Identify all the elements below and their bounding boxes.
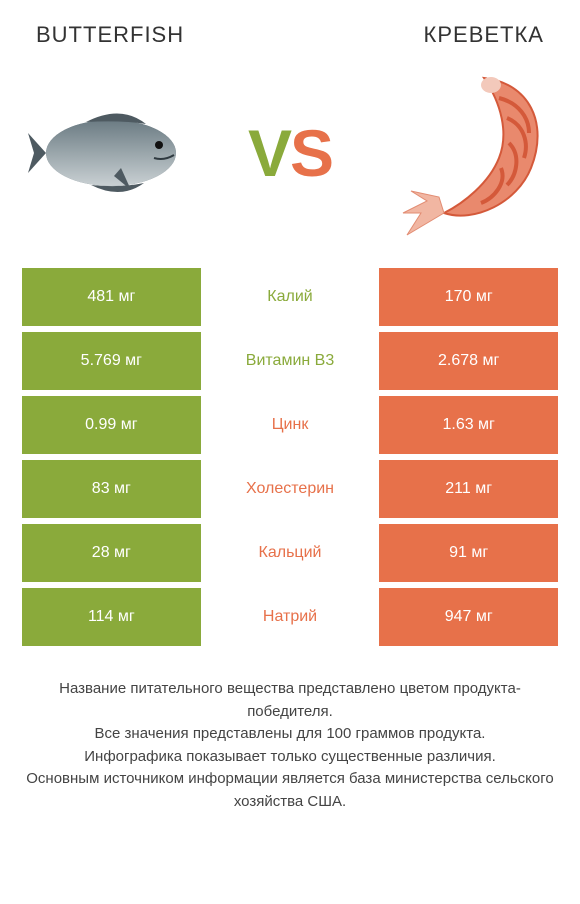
nutrient-name-cell: Витамин B3 bbox=[201, 332, 380, 390]
header-row: BUTTERFISH КРЕВЕТКА bbox=[0, 0, 580, 58]
left-value-cell: 481 мг bbox=[22, 268, 201, 326]
fish-icon bbox=[26, 98, 196, 208]
left-product-title: BUTTERFISH bbox=[36, 22, 184, 48]
nutrient-name-cell: Холестерин bbox=[201, 460, 380, 518]
right-value-cell: 170 мг bbox=[379, 268, 558, 326]
right-value-cell: 91 мг bbox=[379, 524, 558, 582]
right-value-cell: 947 мг bbox=[379, 588, 558, 646]
footnote-block: Название питательного вещества представл… bbox=[0, 646, 580, 813]
nutrient-name-cell: Калий bbox=[201, 268, 380, 326]
footnote-line-1: Название питательного вещества представл… bbox=[24, 678, 556, 723]
right-value-cell: 1.63 мг bbox=[379, 396, 558, 454]
left-value-cell: 83 мг bbox=[22, 460, 201, 518]
vs-row: V S bbox=[0, 58, 580, 268]
footnote-line-2: Все значения представлены для 100 граммо… bbox=[24, 723, 556, 746]
nutrient-name-cell: Цинк bbox=[201, 396, 380, 454]
vs-v: V bbox=[248, 115, 290, 191]
vs-s: S bbox=[290, 115, 332, 191]
shrimp-image bbox=[384, 68, 554, 238]
table-row: 83 мгХолестерин211 мг bbox=[22, 460, 558, 518]
nutrient-name-cell: Натрий bbox=[201, 588, 380, 646]
table-row: 5.769 мгВитамин B32.678 мг bbox=[22, 332, 558, 390]
left-value-cell: 114 мг bbox=[22, 588, 201, 646]
left-value-cell: 28 мг bbox=[22, 524, 201, 582]
table-row: 0.99 мгЦинк1.63 мг bbox=[22, 396, 558, 454]
infographic-root: BUTTERFISH КРЕВЕТКА bbox=[0, 0, 580, 904]
right-product-title: КРЕВЕТКА bbox=[424, 22, 544, 48]
table-row: 481 мгКалий170 мг bbox=[22, 268, 558, 326]
table-row: 114 мгНатрий947 мг bbox=[22, 588, 558, 646]
right-value-cell: 211 мг bbox=[379, 460, 558, 518]
footnote-line-3: Инфографика показывает только существенн… bbox=[24, 746, 556, 769]
nutrient-table: 481 мгКалий170 мг 5.769 мгВитамин B32.678… bbox=[0, 268, 580, 646]
left-value-cell: 0.99 мг bbox=[22, 396, 201, 454]
footnote-line-4: Основным источником информации является … bbox=[24, 768, 556, 813]
left-value-cell: 5.769 мг bbox=[22, 332, 201, 390]
shrimp-icon bbox=[389, 63, 549, 243]
vs-label: V S bbox=[248, 115, 332, 191]
nutrient-name-cell: Кальций bbox=[201, 524, 380, 582]
right-value-cell: 2.678 мг bbox=[379, 332, 558, 390]
table-row: 28 мгКальций91 мг bbox=[22, 524, 558, 582]
butterfish-image bbox=[26, 68, 196, 238]
